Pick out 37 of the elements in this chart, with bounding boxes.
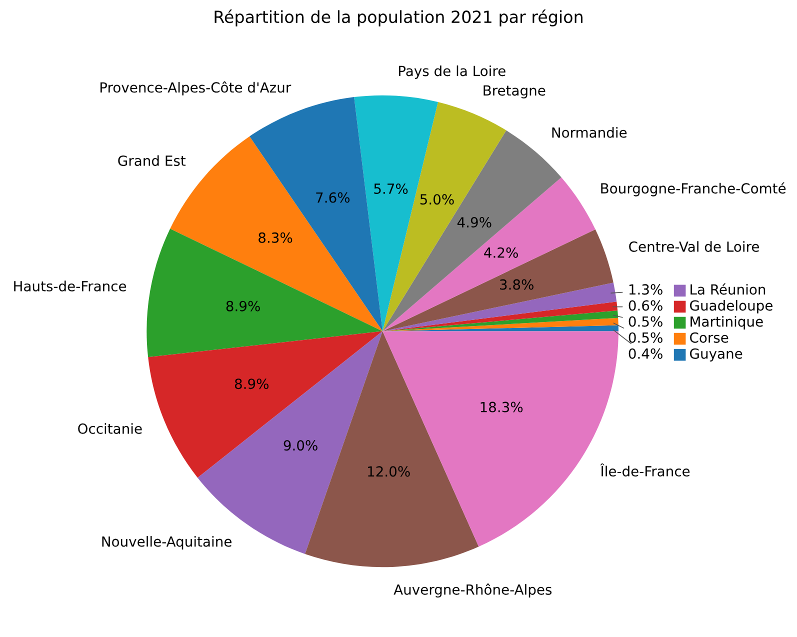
data-label: 0.5% [628,332,662,343]
data-label: 0.6% [628,300,662,311]
legend-label: Corse [690,332,728,343]
slice-label: Bourgogne-Franche-Comté [601,182,786,196]
data-label: 8.9% [226,300,260,312]
slice-label: Grand Est [118,155,186,166]
slice-label: Provence-Alpes-Côte d'Azur [100,81,292,96]
slice-label: Centre-Val de Loire [629,241,759,252]
slice-label: Bretagne [484,85,546,98]
data-label: 4.9% [457,217,492,228]
data-label: 5.7% [374,183,408,194]
data-label: 0.5% [628,316,662,327]
slice-label: Nouvelle-Aquitaine [102,536,232,550]
legend-label: Martinique [690,316,763,330]
data-label: 4.2% [484,247,518,258]
slice-label: Occitanie [78,423,142,434]
data-label: 9.0% [284,440,318,451]
data-label: 5.0% [420,194,454,205]
slice-label: Île-de-France [600,463,690,477]
data-label: 18.3% [480,402,523,412]
slice-label: Normandie [552,127,627,138]
data-label: 8.9% [234,378,269,390]
data-label: 3.8% [500,279,534,290]
pie-slice [146,228,383,358]
data-label: 12.0% [368,466,410,477]
data-label: 1.3% [629,284,662,295]
legend-label: Guadeloupe [690,300,772,314]
data-label: 0.4% [628,348,662,359]
chart-title: Répartition de la population 2021 par région [214,10,582,26]
legend-label: Guyane [690,348,742,362]
slice-label: Auvergne-Rhône-Alpes [394,584,552,598]
legend-label: La Réunion [690,283,766,295]
data-label: 7.6% [316,192,350,203]
pie-slice [382,229,614,332]
data-label: 8.3% [258,232,292,243]
slice-label: Pays de la Loire [399,65,506,79]
slice-label: Hauts-de-France [14,280,126,292]
